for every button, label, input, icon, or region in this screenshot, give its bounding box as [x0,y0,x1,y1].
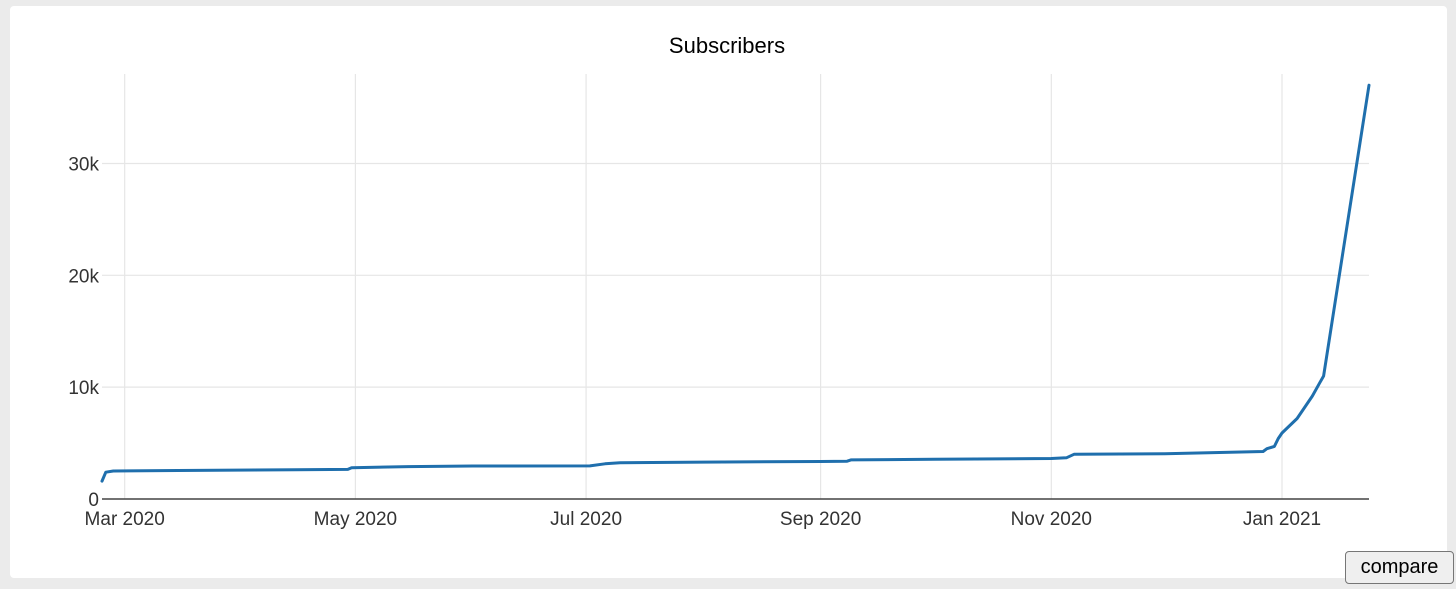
x-tick-label: Jan 2021 [1243,509,1321,530]
grid-lines [102,74,1369,499]
x-tick-label: Nov 2020 [1011,509,1092,530]
chart-card: Subscribers 0 10k 20k 30k Mar 2020 May 2020 J… [10,6,1454,584]
subscribers-series-line [100,83,1371,483]
subscribers-chart: Subscribers 0 10k 20k 30k Mar 2020 May 2020 J… [68,33,1371,530]
compare-button[interactable]: compare [1345,551,1454,584]
y-tick-label: 20k [68,266,99,287]
x-tick-label: May 2020 [314,509,397,530]
y-tick-label: 0 [88,490,99,511]
x-tick-label: Jul 2020 [550,509,622,530]
series-layer [100,83,1371,483]
x-tick-label: Sep 2020 [780,509,861,530]
chart-title: Subscribers [669,33,785,58]
x-tick-label: Mar 2020 [85,509,165,530]
y-axis: 0 10k 20k 30k [68,154,99,511]
x-axis: Mar 2020 May 2020 Jul 2020 Sep 2020 Nov 2020… [85,498,1369,530]
y-tick-label: 30k [68,154,99,175]
y-tick-label: 10k [68,378,99,399]
